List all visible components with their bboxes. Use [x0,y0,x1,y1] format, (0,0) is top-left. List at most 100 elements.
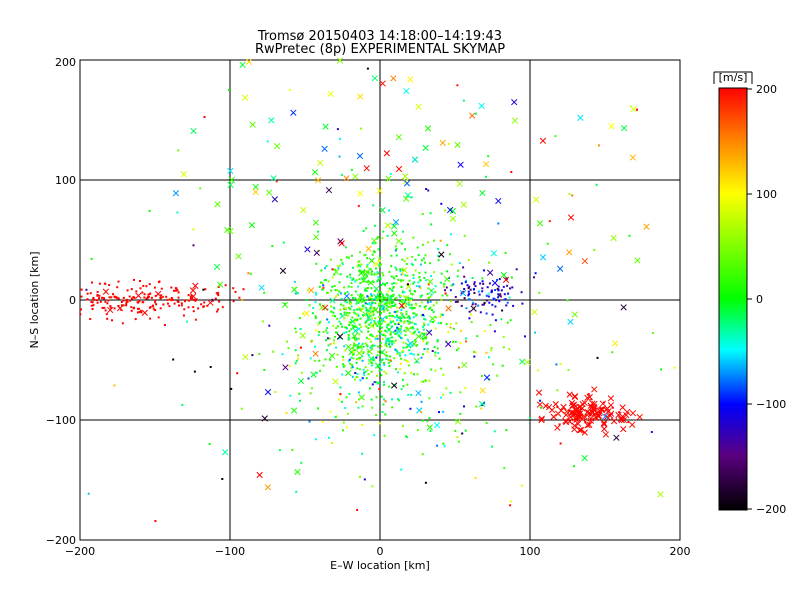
dot-point [101,296,103,299]
dot-point [357,263,360,266]
dot-point [80,288,83,291]
dot-point [117,280,120,283]
cross-point [571,422,578,429]
dot-point [392,304,395,307]
dot-point [566,299,569,302]
dot-point [211,298,214,301]
dot-point [350,282,353,284]
dot-point [173,289,175,292]
dot-point [347,360,350,363]
dot-point [354,378,356,381]
dot-point [345,301,348,304]
dot-point [263,291,266,294]
dot-point [238,296,241,299]
dot-point [208,443,211,445]
dot-point [397,328,400,330]
dot-point [403,321,406,324]
dot-point [422,313,424,316]
dot-point [149,317,152,320]
dot-point [86,298,89,301]
dot-point [310,340,313,343]
dot-point [338,337,341,340]
dot-point [391,289,394,292]
cross-point [329,297,336,304]
cross-point [376,295,383,302]
dot-point [193,298,195,301]
dot-point [371,317,373,320]
dot-point [382,230,385,233]
dot-point [311,312,314,315]
dot-point [379,291,382,294]
dot-point [345,396,348,399]
dot-point [428,307,431,310]
dot-point [358,270,361,272]
dot-point [401,268,404,271]
dot-point [344,407,347,409]
dot-point [476,335,479,338]
dot-point [377,330,380,333]
dot-point [382,296,385,299]
dot-point [362,345,365,348]
dot-point [308,304,311,307]
cross-point [214,201,221,208]
dot-point [351,364,354,367]
dot-point [474,112,477,115]
dot-point [380,368,383,371]
dot-point [348,330,351,333]
dot-point [363,371,366,374]
cross-point [568,399,576,407]
dot-point [413,339,416,342]
dot-point [394,332,397,335]
dot-point [204,288,207,291]
dot-point [377,292,380,295]
dot-point [418,285,421,288]
dot-point [382,299,385,302]
dot-point [335,365,338,368]
dot-point [314,291,317,294]
dot-point [352,357,355,360]
dot-point [150,296,153,299]
dot-point [378,316,380,319]
dot-point [413,290,416,292]
cross-point [135,292,142,299]
dot-point [468,310,471,313]
dot-point [106,302,109,305]
dot-point [412,327,415,330]
cross-point [500,271,507,279]
cross-point [636,413,643,421]
dot-point [91,281,93,284]
dot-point [333,284,336,287]
dot-point [389,306,392,309]
dot-point [321,281,324,284]
dot-point [200,303,203,306]
dot-point [437,322,440,325]
dot-point [90,301,93,303]
dot-point [379,329,382,332]
dot-point [333,307,336,310]
dot-point [462,99,465,102]
dot-point [335,346,337,349]
cross-point [589,409,596,416]
dot-point [379,322,382,325]
cross-point [556,265,564,272]
dot-point [463,405,465,408]
dot-point [365,309,368,312]
dot-point [372,313,375,316]
dot-point [419,263,422,266]
dot-point [384,344,387,347]
dot-point [445,286,448,289]
dot-point [430,293,433,296]
dot-point [429,295,432,298]
dot-point [454,296,457,298]
cross-point [401,267,408,274]
dot-point [378,303,380,306]
dot-point [400,317,403,319]
cross-point [413,357,420,364]
dot-point [357,406,360,409]
dot-point [398,335,401,338]
dot-point [394,249,397,252]
dot-point [558,423,561,426]
dot-point [636,108,638,111]
dot-point [504,252,507,254]
dot-point [328,337,331,340]
